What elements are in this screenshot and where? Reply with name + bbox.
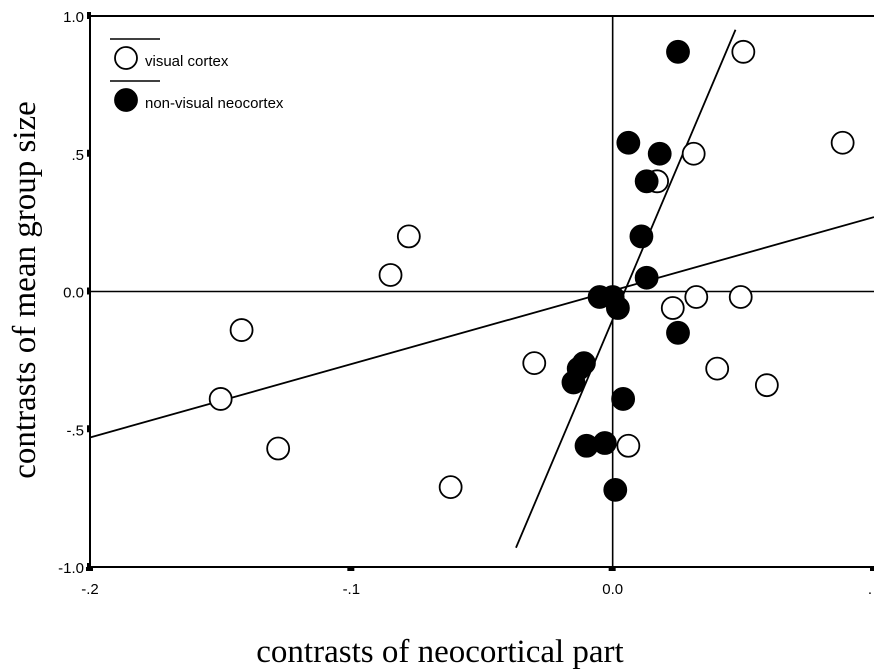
data-point-non-visual-neocortex <box>666 320 690 345</box>
legend-marker-filled-circle <box>114 88 138 112</box>
data-point-visual-cortex <box>705 356 730 381</box>
data-point-non-visual-neocortex <box>611 387 636 411</box>
y-axis-title: contrasts of mean group size <box>7 101 43 479</box>
axes-group: -1.0 -.5 0.0 .5 1.0 -.2 -.1 0.0. <box>58 9 874 598</box>
data-point-visual-cortex <box>522 351 547 376</box>
data-point-non-visual-neocortex <box>634 265 659 290</box>
data-point-visual-cortex <box>396 224 421 249</box>
data-point-non-visual-neocortex <box>629 224 654 249</box>
data-point-non-visual-neocortex <box>647 141 672 166</box>
data-point-visual-cortex <box>830 130 855 155</box>
x-tick-mark <box>608 567 616 571</box>
data-point-visual-cortex <box>378 263 403 287</box>
legend-label: non-visual neocortex <box>145 95 284 112</box>
data-point-non-visual-neocortex <box>605 296 630 320</box>
y-tick-mark <box>87 287 91 295</box>
x-tick-label: -.1 <box>343 581 361 598</box>
y-tick-label: 0.0 <box>63 285 84 302</box>
data-point-non-visual-neocortex <box>603 477 628 502</box>
data-point-visual-cortex <box>266 436 291 461</box>
fit-line-non-visual-neocortex <box>515 29 737 549</box>
y-tick-mark <box>87 149 91 157</box>
y-tick-mark <box>87 12 91 19</box>
data-point-non-visual-neocortex <box>561 370 586 395</box>
y-tick-label: -.5 <box>66 422 84 439</box>
data-point-visual-cortex <box>438 475 463 500</box>
x-axis-title: contrasts of neocortical part <box>256 634 623 670</box>
y-tick-mark <box>87 425 91 433</box>
x-tick-label: 0.0 <box>602 581 623 598</box>
points-group <box>208 39 855 502</box>
legend-label: visual cortex <box>145 53 229 70</box>
data-point-visual-cortex <box>731 39 756 64</box>
y-tick-mark <box>87 563 91 570</box>
x-tick-mark <box>86 567 93 571</box>
x-tick-label: -.2 <box>81 581 99 598</box>
data-point-visual-cortex <box>229 318 254 342</box>
y-tick-label: -1.0 <box>58 560 84 577</box>
data-point-visual-cortex <box>681 141 706 166</box>
data-point-visual-cortex <box>208 387 233 411</box>
data-point-non-visual-neocortex <box>634 169 659 194</box>
data-point-visual-cortex <box>754 373 779 398</box>
x-tick-label: . <box>868 581 872 598</box>
x-tick-mark <box>347 567 355 571</box>
data-point-non-visual-neocortex <box>616 130 641 155</box>
y-tick-label: .5 <box>71 147 84 164</box>
data-point-visual-cortex <box>660 296 685 320</box>
data-point-non-visual-neocortex <box>666 39 690 64</box>
data-point-visual-cortex <box>684 285 709 309</box>
data-point-visual-cortex <box>616 433 641 458</box>
data-point-non-visual-neocortex <box>592 431 617 455</box>
legend-marker-open-circle <box>114 46 138 70</box>
legend: visual cortex non-visual neocortex <box>110 38 284 112</box>
y-tick-label: 1.0 <box>63 9 84 26</box>
data-point-visual-cortex <box>728 285 753 309</box>
x-tick-mark <box>870 567 874 571</box>
fit-line-visual-cortex <box>89 216 874 439</box>
